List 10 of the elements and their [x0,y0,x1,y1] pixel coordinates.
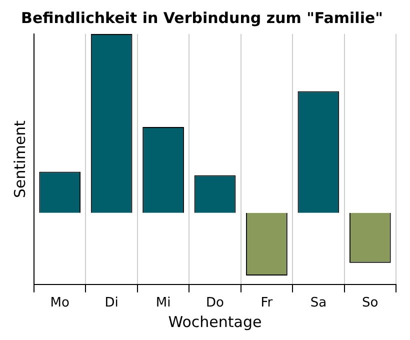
x-tick-label: Fr [260,296,274,311]
x-tick-label: Sa [310,296,327,311]
x-axis-title: Wochentage [168,312,262,331]
x-tick-label: Do [206,296,224,311]
x-tick-label: Mo [50,296,70,311]
chart-title: Befindlichkeit in Verbindung zum "Familie" [21,8,383,27]
x-tick-label: Di [104,296,118,311]
y-axis-title: Sentiment [10,120,29,198]
x-tick-label: So [362,296,378,311]
x-tick-label: Mi [156,296,171,311]
